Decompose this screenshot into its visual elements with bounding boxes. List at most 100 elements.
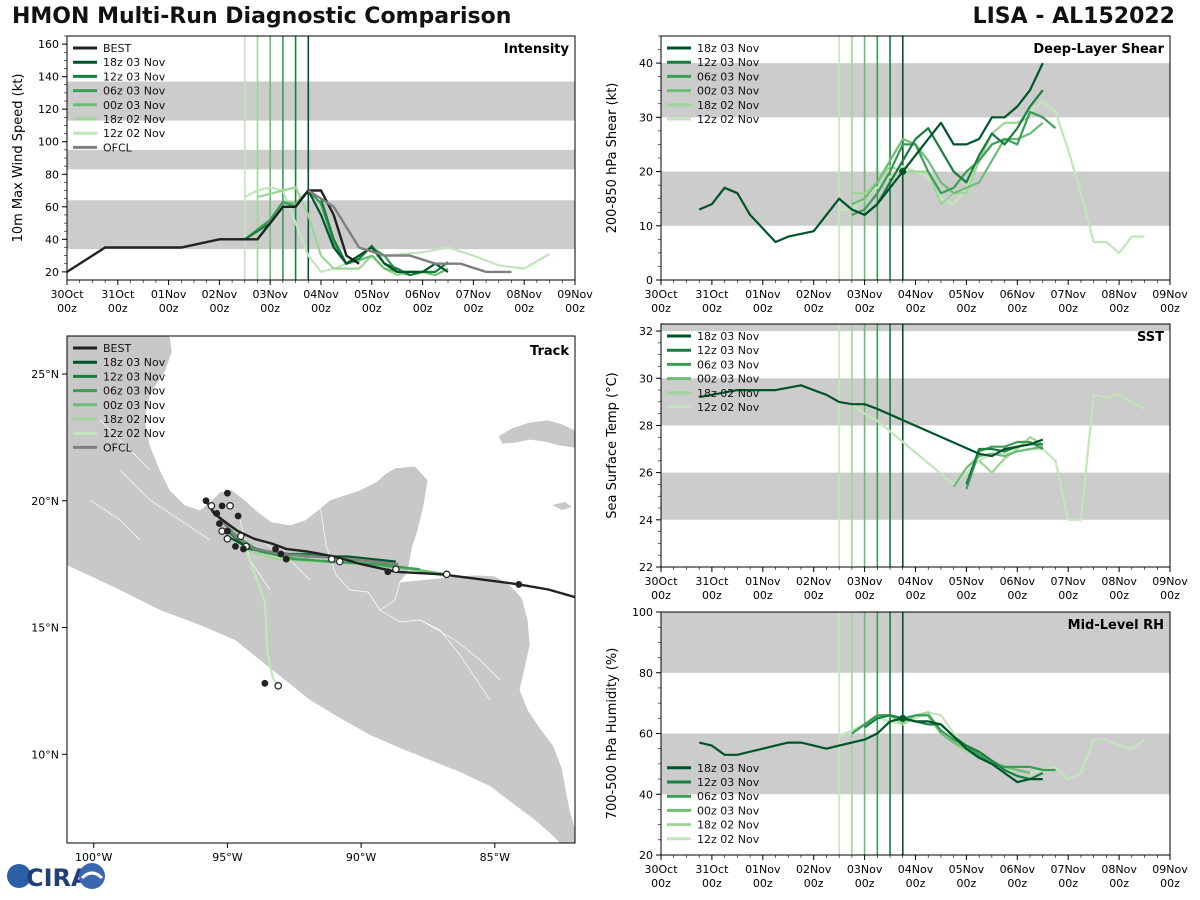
y-tick-label: 140: [38, 71, 59, 84]
threshold-band: [661, 171, 1170, 226]
x-tick-label: 04Nov: [898, 863, 934, 876]
x-tick-label: 31Oct: [695, 575, 729, 588]
panel-title: Track: [530, 344, 569, 359]
track-open-marker: [327, 555, 336, 563]
track-best-line: [204, 500, 575, 599]
x-tick-label: 03Nov: [847, 575, 883, 588]
x-tick-label: 08Nov: [1101, 575, 1137, 588]
x-tick-label: 31Oct: [695, 863, 729, 876]
series-line-18z-03-nov: [307, 189, 449, 273]
y-tick-label: 0: [646, 274, 653, 287]
x-tick-label: 00z: [906, 302, 926, 315]
threshold-band: [661, 324, 1170, 332]
track-best-marker: [202, 497, 210, 505]
x-tick-label: 00z: [906, 589, 926, 602]
x-tick-label: 08Nov: [506, 288, 542, 301]
y-tick-label: 160: [38, 38, 59, 51]
nesdis-icon: [79, 863, 105, 889]
x-tick-label: 06Nov: [1000, 288, 1036, 301]
shear-panel: 01020304030Oct00z31Oct00z01Nov00z02Nov00…: [605, 35, 1188, 315]
x-tick-label: 00z: [1109, 302, 1129, 315]
y-axis-label: Sea Surface Temp (°C): [605, 372, 620, 519]
track-map: 100°W 95°W 90°W 85°W 25°N 20°N 15°N 10°N Track BE…: [31, 335, 576, 864]
y-tick-label: 28: [639, 419, 653, 432]
y-tick-label: 60: [639, 728, 653, 741]
x-tick-label: 30Oct: [644, 288, 678, 301]
x-tick-label: 09Nov: [557, 288, 593, 301]
x-tick-label: 05Nov: [949, 575, 985, 588]
track-open-marker: [274, 682, 283, 690]
x-tick-label: 00z: [565, 302, 585, 315]
track-best-marker: [224, 527, 231, 535]
latest-obs-marker: [899, 168, 907, 176]
legend-label: 18z 02 Nov: [697, 819, 760, 832]
y-axis-label: 700-500 hPa Humidity (%): [605, 648, 620, 820]
plot-area: [699, 324, 1146, 567]
legend-label: 06z 03 Nov: [103, 385, 166, 398]
threshold-band: [661, 63, 1170, 118]
x-tick-label: 00z: [311, 302, 331, 315]
x-tick-label: 00z: [1109, 589, 1129, 602]
x-tick-label: 07Nov: [1050, 863, 1086, 876]
plot-area: [67, 36, 551, 280]
cira-logo: CIRA: [4, 860, 108, 896]
lat-tick-label: 10°N: [31, 748, 59, 761]
x-tick-label: 00z: [957, 877, 977, 890]
x-tick-label: 00z: [804, 877, 824, 890]
lat-tick-label: 20°N: [31, 495, 59, 508]
x-tick-label: 09Nov: [1152, 863, 1188, 876]
legend-label: 18z 02 Nov: [103, 113, 166, 126]
x-tick-label: 00z: [1007, 877, 1027, 890]
series-line-06z-03-nov: [851, 110, 1057, 216]
track-open-marker: [226, 502, 234, 510]
track-best-marker: [234, 512, 242, 520]
ofcl-line: [307, 189, 512, 274]
x-tick-label: 02Nov: [796, 288, 832, 301]
series-line-00z-03-nov: [851, 121, 1044, 206]
x-tick-label: 00z: [906, 877, 926, 890]
intensity-panel: 2040608010012014016030Oct00z31Oct00z01No…: [11, 35, 593, 315]
x-tick-label: 00z: [159, 302, 179, 315]
x-tick-label: 00z: [753, 877, 773, 890]
x-tick-label: 03Nov: [847, 288, 883, 301]
x-tick-label: 01Nov: [745, 575, 781, 588]
track-best-marker: [224, 489, 231, 497]
x-tick-label: 00z: [464, 302, 484, 315]
legend-label: 18z 03 Nov: [103, 356, 166, 369]
x-tick-label: 00z: [108, 302, 128, 315]
x-tick-label: 03Nov: [252, 288, 288, 301]
series-line-18z-03-nov: [698, 717, 1043, 784]
series-line-18z-03-nov: [699, 384, 1044, 458]
threshold-band: [67, 149, 575, 170]
x-tick-label: 03Nov: [847, 863, 883, 876]
x-tick-label: 00z: [1058, 589, 1078, 602]
y-axis-label: 10m Max Wind Speed (kt): [11, 74, 26, 243]
sst-panel: 22242628303230Oct00z31Oct00z01Nov00z02No…: [605, 323, 1188, 602]
legend-label: 12z 03 Nov: [103, 370, 166, 383]
track-best-marker: [515, 581, 523, 588]
y-tick-label: 40: [45, 233, 59, 246]
track-ofcl-line: [207, 505, 399, 566]
x-tick-label: 08Nov: [1101, 863, 1137, 876]
x-tick-label: 00z: [702, 302, 722, 315]
x-tick-label: 04Nov: [303, 288, 339, 301]
threshold-band: [67, 81, 575, 121]
x-tick-label: 00z: [57, 302, 77, 315]
legend-label: 12z 02 Nov: [697, 401, 760, 414]
y-tick-label: 32: [639, 325, 653, 338]
panel-title: SST: [1137, 330, 1164, 345]
legend-label: 18z 02 Nov: [697, 99, 760, 112]
x-tick-label: 00z: [413, 302, 433, 315]
legend-label: BEST: [103, 342, 131, 355]
legend-label: 18z 02 Nov: [697, 387, 760, 400]
track-open-marker: [223, 534, 232, 543]
x-tick-label: 00z: [753, 302, 773, 315]
track-open-marker: [392, 565, 400, 574]
plot-area: [698, 612, 1146, 855]
legend-label: 12z 02 Nov: [103, 427, 166, 440]
x-tick-label: 09Nov: [1152, 575, 1188, 588]
